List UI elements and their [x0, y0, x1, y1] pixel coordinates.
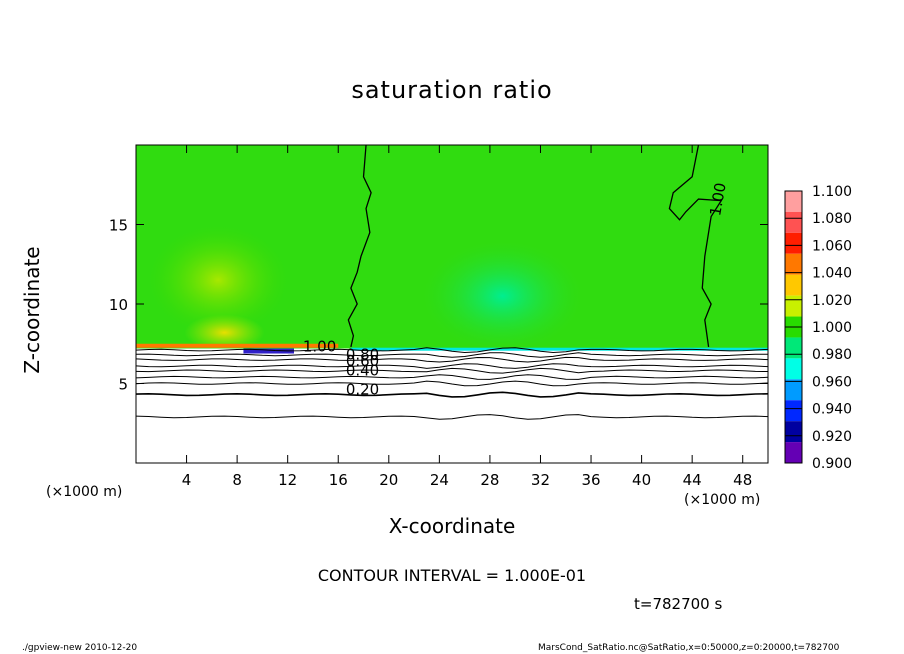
colorbar-segment — [785, 358, 802, 380]
contour-interval-text: CONTOUR INTERVAL = 1.000E-01 — [0, 566, 904, 585]
colorbar-label: 0.900 — [812, 456, 852, 472]
contour-label: 0.60 — [346, 352, 379, 370]
field-lower — [136, 348, 768, 463]
chart-title: saturation ratio — [351, 76, 553, 104]
x-tick-label: 44 — [683, 471, 702, 489]
x-tick-label: 28 — [480, 471, 499, 489]
x-axis-label: X-coordinate — [0, 514, 904, 538]
contour-line — [135, 367, 769, 374]
colorbar-label: 0.980 — [812, 347, 852, 363]
field-subsat-center — [422, 241, 583, 352]
colorbar-segment — [785, 379, 802, 401]
footer-left: ./gpview-new 2010-12-20 — [22, 643, 138, 653]
colorbar-segment — [785, 253, 802, 275]
field-supersat-core — [184, 314, 265, 351]
contour-interval-value: CONTOUR INTERVAL = 1.000E-01 — [317, 566, 587, 585]
contour-line-1-00-right — [668, 144, 723, 348]
footer-right: MarsCond_SatRatio.nc@SatRatio,x=0:50000,… — [538, 643, 840, 653]
contour-line — [135, 414, 769, 420]
colorbar-label: 1.080 — [812, 211, 852, 227]
colorbar-label: 1.040 — [812, 266, 852, 282]
contour-label: 0.40 — [346, 362, 379, 380]
colorbar-label: 0.940 — [812, 402, 852, 418]
contour-line — [135, 374, 769, 380]
contour-label: 0.80 — [346, 346, 379, 364]
colorbar-segment — [785, 211, 802, 233]
x-tick-label: 48 — [733, 471, 752, 489]
contour-label: 1.00 — [706, 181, 730, 217]
field-supersat-left — [148, 225, 289, 336]
x-tick-label: 8 — [232, 471, 242, 489]
orange-band — [136, 343, 339, 348]
contour-line-1-00-left — [347, 144, 372, 348]
colorbar-label: 1.000 — [812, 320, 852, 336]
x-tick-label: 32 — [531, 471, 550, 489]
contour-label: 0.20 — [346, 381, 379, 399]
y-tick-label: 10 — [109, 296, 128, 314]
colorbar-segment — [785, 400, 802, 422]
cyan-band — [350, 347, 768, 351]
x-tick-label: 4 — [182, 471, 192, 489]
colorbar-segment — [785, 442, 802, 463]
contour-line — [135, 363, 769, 369]
colorbar-label: 0.960 — [812, 374, 852, 390]
x-tick-label: 24 — [430, 471, 449, 489]
y-tick-label: 15 — [109, 217, 128, 235]
contour-line — [135, 356, 769, 363]
x-tick-label: 12 — [278, 471, 297, 489]
colorbar-label: 1.060 — [812, 238, 852, 254]
contour-line — [135, 352, 768, 358]
x-tick-label: 40 — [632, 471, 651, 489]
colorbar-label: 1.100 — [812, 184, 852, 200]
colorbar-segment — [785, 337, 802, 359]
contour-label: 1.00 — [303, 338, 336, 356]
contour-line — [135, 347, 769, 354]
x-tick-label: 20 — [379, 471, 398, 489]
contour-line — [135, 391, 769, 398]
colorbar-segment — [785, 421, 802, 443]
x-unit-right: (×1000 m) — [684, 492, 761, 508]
colorbar-segment — [785, 274, 802, 296]
contour-line — [135, 380, 769, 387]
colorbar-segment — [785, 191, 802, 212]
y-tick-label: 5 — [118, 376, 128, 394]
colorbar-label: 1.020 — [812, 293, 852, 309]
blue-patch — [243, 348, 294, 354]
y-axis-label: Z-coordinate — [20, 246, 44, 374]
colorbar-segment — [785, 295, 802, 317]
colorbar-label: 0.920 — [812, 429, 852, 445]
colorbar-segment — [785, 232, 802, 254]
time-label: t=782700 s — [634, 595, 723, 613]
x-axis-label-text: X-coordinate — [388, 514, 516, 538]
x-tick-label: 36 — [581, 471, 600, 489]
x-tick-label: 16 — [329, 471, 348, 489]
x-unit-left: (×1000 m) — [46, 484, 123, 500]
